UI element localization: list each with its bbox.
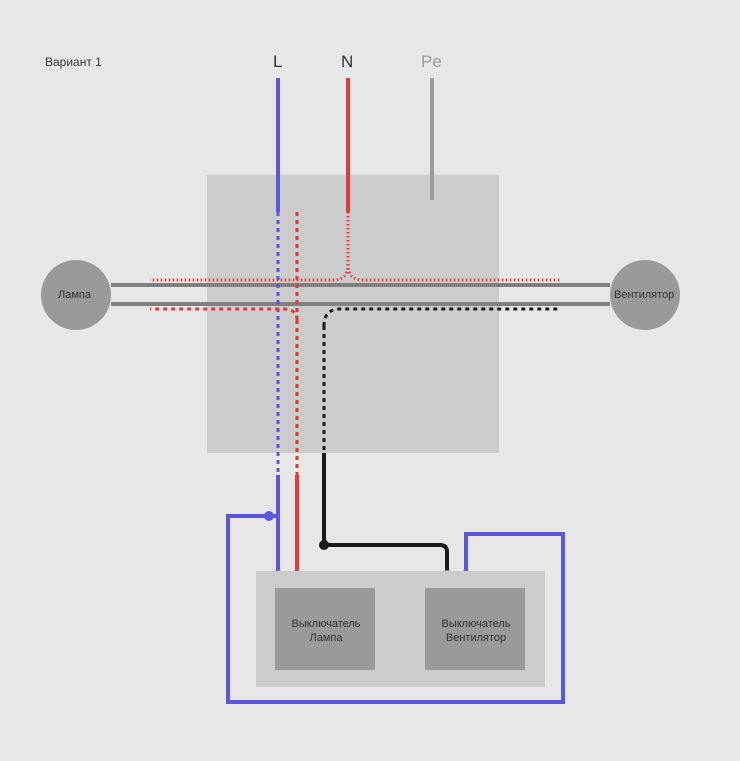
wiring-diagram: [0, 0, 740, 761]
black-junction: [319, 540, 329, 550]
black-to-switch: [324, 453, 447, 587]
title: Вариант 1: [45, 55, 102, 69]
fan-label: Вентилятор: [614, 289, 674, 301]
l-label: L: [273, 52, 282, 72]
lamp-label: Лампа: [58, 289, 91, 301]
sw2-label1: Выключатель: [437, 618, 515, 630]
sw1-label1: Выключатель: [287, 618, 365, 630]
n-label: N: [341, 52, 353, 72]
pe-label: Pe: [421, 52, 442, 72]
sw1-label2: Лампа: [287, 632, 365, 644]
sw2-label2: Вентилятор: [437, 632, 515, 644]
junction-box: [207, 175, 499, 453]
